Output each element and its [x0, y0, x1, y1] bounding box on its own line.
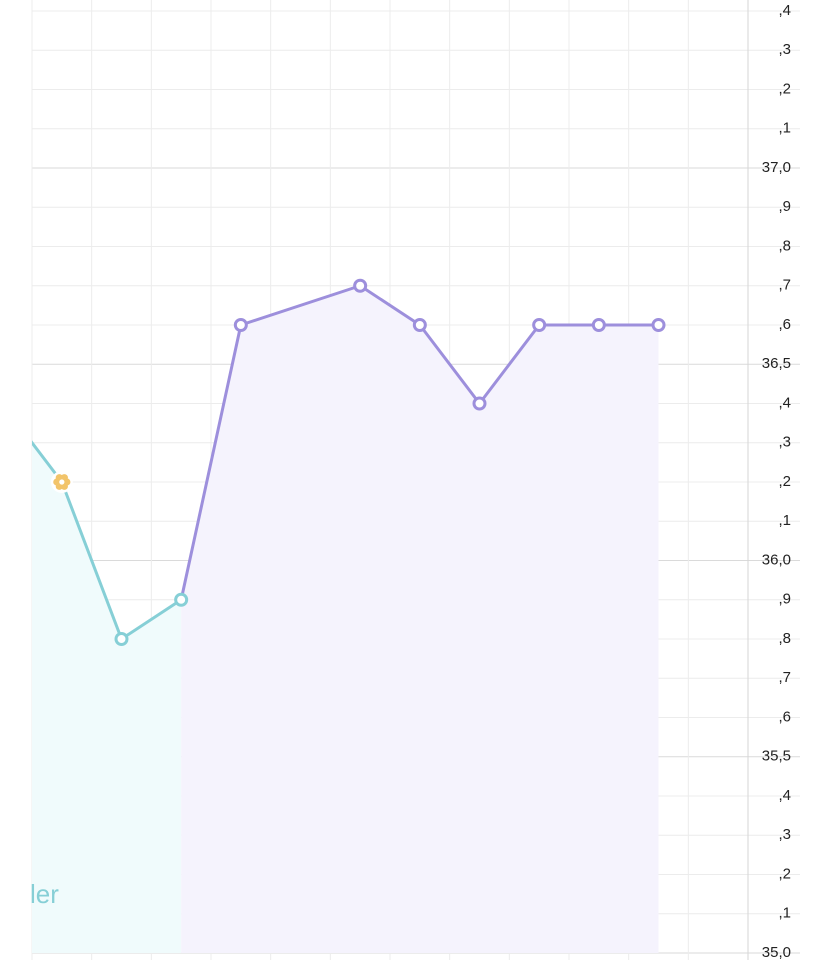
y-tick-label: 37,0 [762, 159, 791, 176]
lines [32, 284, 659, 641]
y-tick-label: ,1 [778, 512, 791, 529]
point [532, 318, 547, 332]
y-tick-label: ,8 [778, 630, 791, 647]
markers [50, 278, 666, 646]
y-tick-label: ,1 [778, 120, 791, 137]
flower-point [53, 474, 71, 490]
petal [55, 474, 63, 482]
point [353, 278, 368, 293]
point [651, 318, 666, 332]
petal [60, 482, 68, 490]
point [412, 318, 427, 332]
petal [60, 474, 68, 482]
point [174, 592, 189, 607]
y-tick-label: ,9 [778, 591, 791, 608]
y-tick-label: ,9 [778, 198, 791, 215]
y-tick-label: ,4 [778, 787, 791, 804]
y-tick-label: ,7 [778, 277, 791, 294]
y-tick-label: ,3 [778, 826, 791, 843]
areas [32, 285, 659, 953]
legend-fragment: ler [30, 879, 59, 909]
y-tick-label: ,4 [778, 394, 791, 411]
y-tick-label: 35,5 [762, 748, 791, 765]
y-tick-label: ,2 [778, 865, 791, 882]
y-tick-label: ,1 [778, 905, 791, 922]
y-tick-label: ,3 [778, 41, 791, 58]
y-tick-label: ,6 [778, 708, 791, 725]
y-tick-label: ,7 [778, 669, 791, 686]
point [472, 396, 487, 411]
y-tick-label: ,3 [778, 434, 791, 451]
line [179, 284, 659, 601]
area [32, 442, 182, 953]
y-tick-label: ,6 [778, 316, 791, 333]
y-tick-label: 36,5 [762, 355, 791, 372]
y-tick-label: 35,0 [762, 944, 791, 961]
y-tick-label: ,2 [778, 473, 791, 490]
point [233, 318, 248, 332]
y-tick-label: ,8 [778, 237, 791, 254]
y-tick-label: 36,0 [762, 551, 791, 568]
axis-labels: 35,0 ,1 ,2 ,3 ,4 35,5 ,6 ,7 ,8 ,9 36,0 ,1 ,2 ,3 ,4 36,5… [762, 2, 791, 961]
y-tick-label: ,4 [778, 2, 791, 19]
line [32, 440, 182, 641]
area [181, 285, 659, 953]
point [591, 318, 606, 332]
y-tick-label: ,2 [778, 80, 791, 97]
point [114, 632, 129, 646]
flower-center [59, 479, 65, 485]
